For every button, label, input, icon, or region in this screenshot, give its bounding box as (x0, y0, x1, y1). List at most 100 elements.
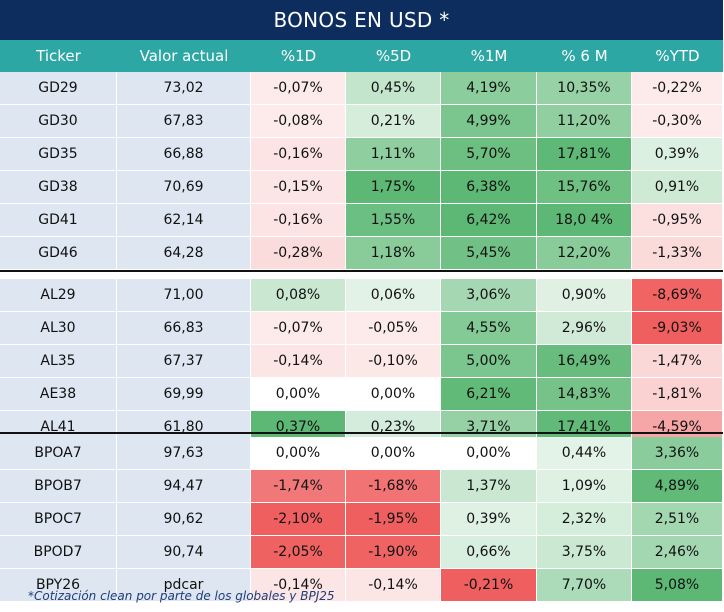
change-cell: 5,45% (441, 237, 537, 270)
change-cell: -0,22% (632, 72, 723, 105)
table-group-gd: GD29 73,02 -0,07% 0,45% 4,19% 10,35% -0,22% GD3… (0, 72, 723, 270)
change-cell: 0,90% (537, 279, 632, 312)
change-cell: 0,39% (441, 503, 537, 536)
change-cell: 0,91% (632, 171, 723, 204)
change-cell: 0,45% (346, 72, 441, 105)
table-row: GD38 70,69 -0,15% 1,75% 6,38% 15,76% 0,91% (0, 171, 723, 204)
column-header-1d: %1D (280, 47, 317, 65)
change-cell: -0,14% (251, 345, 346, 378)
ticker-cell: AL29 (0, 279, 117, 312)
table-header: Ticker Valor actual %1D %5D %1M % 6 M %Y… (0, 40, 723, 72)
change-cell: 6,38% (441, 171, 537, 204)
change-cell: 7,70% (537, 569, 632, 602)
ticker-cell: GD46 (0, 237, 117, 270)
change-cell: 15,76% (537, 171, 632, 204)
change-cell: -0,10% (346, 345, 441, 378)
change-cell: 10,35% (537, 72, 632, 105)
change-cell: -0,16% (251, 138, 346, 171)
change-cell: 17,81% (537, 138, 632, 171)
table-row: GD35 66,88 -0,16% 1,11% 5,70% 17,81% 0,39% (0, 138, 723, 171)
ticker-cell: GD35 (0, 138, 117, 171)
change-cell: 0,00% (251, 378, 346, 411)
change-cell: 14,83% (537, 378, 632, 411)
change-cell: 6,21% (441, 378, 537, 411)
column-header-1m: %1M (470, 47, 508, 65)
change-cell: -0,07% (251, 72, 346, 105)
change-cell: 4,19% (441, 72, 537, 105)
column-header-ticker: Ticker (36, 47, 81, 65)
change-cell: 2,96% (537, 312, 632, 345)
change-cell: -1,95% (346, 503, 441, 536)
change-cell: 18,0 4% (537, 204, 632, 237)
table-row: BPOA7 97,63 0,00% 0,00% 0,00% 0,44% 3,36% (0, 437, 723, 470)
change-cell: 0,06% (346, 279, 441, 312)
column-header-5d: %5D (375, 47, 412, 65)
change-cell: 1,09% (537, 470, 632, 503)
footnote: *Cotización clean por parte de los globa… (28, 589, 335, 603)
change-cell: 5,70% (441, 138, 537, 171)
change-cell: 3,36% (632, 437, 723, 470)
ticker-cell: AL30 (0, 312, 117, 345)
table-row: AL30 66,83 -0,07% -0,05% 4,55% 2,96% -9,03% (0, 312, 723, 345)
change-cell: 0,66% (441, 536, 537, 569)
ticker-cell: AL35 (0, 345, 117, 378)
valor-actual-cell: 73,02 (117, 72, 251, 105)
valor-actual-cell: 67,83 (117, 105, 251, 138)
change-cell: 1,11% (346, 138, 441, 171)
change-cell: 0,08% (251, 279, 346, 312)
table-group-al: AL29 71,00 0,08% 0,06% 3,06% 0,90% -8,69% AL30 6… (0, 279, 723, 444)
change-cell: 3,75% (537, 536, 632, 569)
group-divider (0, 432, 723, 434)
group-divider (0, 270, 723, 272)
ticker-cell: BPY26 (0, 569, 117, 602)
change-cell: 1,18% (346, 237, 441, 270)
change-cell: -0,05% (346, 312, 441, 345)
change-cell: 5,00% (441, 345, 537, 378)
ticker-cell: BPOA7 (0, 437, 117, 470)
change-cell: 12,20% (537, 237, 632, 270)
change-cell: -0,21% (441, 569, 537, 602)
valor-actual-cell: 94,47 (117, 470, 251, 503)
change-cell: 0,00% (251, 437, 346, 470)
change-cell: 0,00% (346, 437, 441, 470)
ticker-cell: GD29 (0, 72, 117, 105)
change-cell: -1,90% (346, 536, 441, 569)
change-cell: 1,55% (346, 204, 441, 237)
change-cell: -0,14% (251, 569, 346, 602)
change-cell: 3,06% (441, 279, 537, 312)
change-cell: 16,49% (537, 345, 632, 378)
change-cell: 11,20% (537, 105, 632, 138)
change-cell: 2,32% (537, 503, 632, 536)
valor-actual-cell: 71,00 (117, 279, 251, 312)
table-row: GD30 67,83 -0,08% 0,21% 4,99% 11,20% -0,30% (0, 105, 723, 138)
change-cell: -1,68% (346, 470, 441, 503)
table-title: BONOS EN USD * (0, 0, 723, 40)
change-cell: -9,03% (632, 312, 723, 345)
change-cell: -0,28% (251, 237, 346, 270)
change-cell: 0,21% (346, 105, 441, 138)
table-row: BPOC7 90,62 -2,10% -1,95% 0,39% 2,32% 2,51% (0, 503, 723, 536)
valor-actual-cell: 90,74 (117, 536, 251, 569)
change-cell: -0,16% (251, 204, 346, 237)
valor-actual-cell: 62,14 (117, 204, 251, 237)
ticker-cell: GD41 (0, 204, 117, 237)
change-cell: -0,15% (251, 171, 346, 204)
table-row: BPY26 pdcar -0,14% -0,14% -0,21% 7,70% 5,08% (0, 569, 723, 602)
column-header-valor-actual: Valor actual (139, 47, 229, 65)
change-cell: -0,30% (632, 105, 723, 138)
change-cell: -1,74% (251, 470, 346, 503)
change-cell: -0,14% (346, 569, 441, 602)
valor-actual-cell: 97,63 (117, 437, 251, 470)
change-cell: 0,00% (346, 378, 441, 411)
change-cell: 4,89% (632, 470, 723, 503)
table-row: GD41 62,14 -0,16% 1,55% 6,42% 18,0 4% -0,95% (0, 204, 723, 237)
ticker-cell: BPOC7 (0, 503, 117, 536)
change-cell: 4,55% (441, 312, 537, 345)
change-cell: 0,00% (441, 437, 537, 470)
table-row: BPOD7 90,74 -2,05% -1,90% 0,66% 3,75% 2,46% (0, 536, 723, 569)
change-cell: 4,99% (441, 105, 537, 138)
change-cell: -2,05% (251, 536, 346, 569)
valor-actual-cell: pdcar (117, 569, 251, 602)
valor-actual-cell: 64,28 (117, 237, 251, 270)
change-cell: 5,08% (632, 569, 723, 602)
